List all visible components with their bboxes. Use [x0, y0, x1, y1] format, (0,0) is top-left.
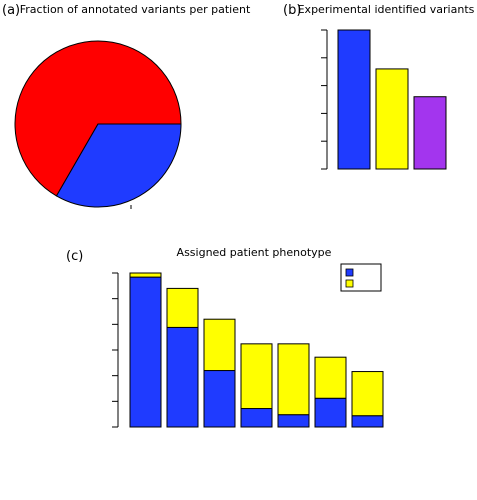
bar-segment-no — [277, 343, 310, 416]
panel-c-title: Assigned patient phenotype — [177, 246, 332, 259]
panel-b: (b) Experimental identified variants — [283, 3, 475, 170]
panel-a-title: Fraction of annotated variants per patie… — [20, 3, 251, 16]
bar-segment-no — [314, 356, 347, 399]
pie-slice-1 — [14, 40, 182, 197]
legend-swatch-yes — [345, 268, 354, 277]
panel-b-title: Experimental identified variants — [298, 3, 475, 16]
bar-segment-yes — [314, 397, 347, 428]
panel-b-tag: (b) — [283, 3, 301, 18]
bar-segment-yes — [277, 414, 310, 428]
bar-segment-no — [351, 371, 384, 417]
bar-segment-yes — [129, 276, 162, 428]
pie-slice-2 — [55, 123, 182, 208]
legend — [340, 263, 382, 292]
bar-putative — [375, 68, 409, 170]
bar-segment-no — [166, 287, 199, 328]
bar-segment-no — [203, 318, 236, 372]
bar-segment-yes — [351, 415, 384, 428]
bar-causative — [337, 29, 371, 170]
bar-segment-yes — [240, 408, 273, 428]
panel-a-tag: (a) — [2, 3, 20, 18]
legend-swatch-no — [345, 279, 354, 288]
bar-segment-yes — [166, 326, 199, 428]
bar-segment-no — [129, 272, 162, 278]
panel-c: (c) Assigned patient phenotype — [66, 246, 384, 428]
bar-chart-variants — [321, 29, 447, 170]
bar-segment-yes — [203, 370, 236, 428]
bar-contributing — [413, 96, 447, 170]
stacked-bar-chart-phenotype — [112, 263, 384, 428]
bar-segment-no — [240, 343, 273, 410]
pie-chart — [14, 40, 182, 209]
panel-a: (a) Fraction of annotated variants per p… — [2, 3, 251, 209]
panel-c-tag: (c) — [66, 249, 83, 264]
